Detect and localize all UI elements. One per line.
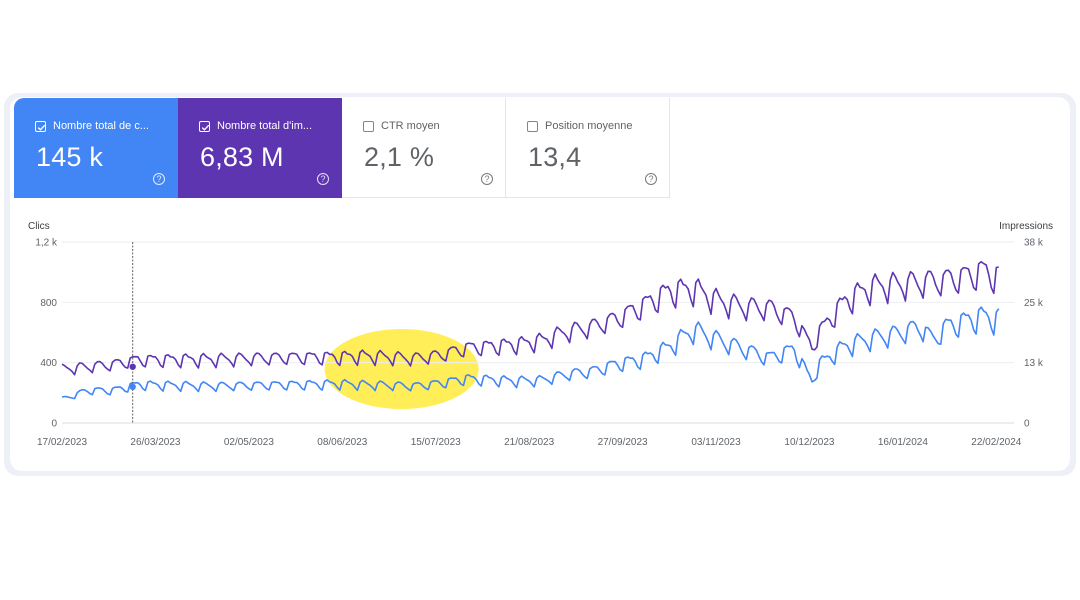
x-tick-label: 15/07/2023	[411, 437, 461, 448]
x-tick-label: 27/09/2023	[598, 437, 648, 448]
left-tick-label: 400	[40, 358, 57, 369]
x-tick-label: 17/02/2023	[37, 437, 87, 448]
checkbox-checked-icon[interactable]	[35, 121, 46, 132]
left-tick-label: 1,2 k	[35, 238, 58, 249]
metric-card-impressions[interactable]: Nombre total d'im... 6,83 M ?	[178, 98, 342, 198]
help-icon[interactable]: ?	[317, 173, 329, 185]
metric-value: 13,4	[528, 142, 582, 172]
right-tick-label: 13 k	[1024, 358, 1044, 369]
metric-label: Nombre total d'im...	[217, 120, 313, 132]
right-axis-title: Impressions	[999, 221, 1053, 232]
series-line-impressions	[61, 260, 999, 376]
help-icon[interactable]: ?	[645, 173, 657, 185]
right-tick-label: 0	[1024, 419, 1030, 430]
metric-cards: Nombre total de c... 145 k ? Nombre tota…	[14, 98, 670, 198]
checkbox-unchecked-icon[interactable]	[363, 121, 374, 132]
metric-label: CTR moyen	[381, 120, 440, 132]
left-tick-label: 0	[51, 419, 57, 430]
x-tick-label: 26/03/2023	[130, 437, 180, 448]
hover-point-impressions	[129, 363, 136, 370]
help-icon[interactable]: ?	[481, 173, 493, 185]
right-tick-label: 25 k	[1024, 298, 1044, 309]
left-tick-label: 800	[40, 298, 57, 309]
metric-value: 6,83 M	[200, 142, 284, 172]
metric-card-ctr[interactable]: CTR moyen 2,1 % ?	[342, 98, 506, 198]
metric-label: Nombre total de c...	[53, 120, 149, 132]
x-tick-label: 16/01/2024	[878, 437, 928, 448]
checkbox-unchecked-icon[interactable]	[527, 121, 538, 132]
performance-panel: Nombre total de c... 145 k ? Nombre tota…	[10, 97, 1070, 471]
highlight-marker	[324, 329, 479, 409]
right-tick-label: 38 k	[1024, 238, 1044, 249]
help-icon[interactable]: ?	[153, 173, 165, 185]
series-line-clics	[61, 306, 1000, 400]
x-tick-label: 03/11/2023	[691, 437, 741, 448]
metric-value: 2,1 %	[364, 142, 435, 172]
x-tick-label: 10/12/2023	[784, 437, 834, 448]
metric-card-clicks[interactable]: Nombre total de c... 145 k ?	[14, 98, 178, 198]
x-tick-label: 08/06/2023	[317, 437, 367, 448]
checkbox-checked-icon[interactable]	[199, 121, 210, 132]
x-tick-label: 02/05/2023	[224, 437, 274, 448]
metric-value: 145 k	[36, 142, 104, 172]
hover-point-clicks	[129, 383, 136, 390]
performance-chart[interactable]: Clics Impressions 0 0 400 13 k 800 25 k 1,2 k 3…	[10, 97, 1070, 471]
metric-card-position[interactable]: Position moyenne 13,4 ?	[506, 98, 670, 198]
left-axis-title: Clics	[28, 221, 50, 232]
x-tick-label: 22/02/2024	[971, 437, 1021, 448]
metric-label: Position moyenne	[545, 120, 633, 132]
x-tick-label: 21/08/2023	[504, 437, 554, 448]
